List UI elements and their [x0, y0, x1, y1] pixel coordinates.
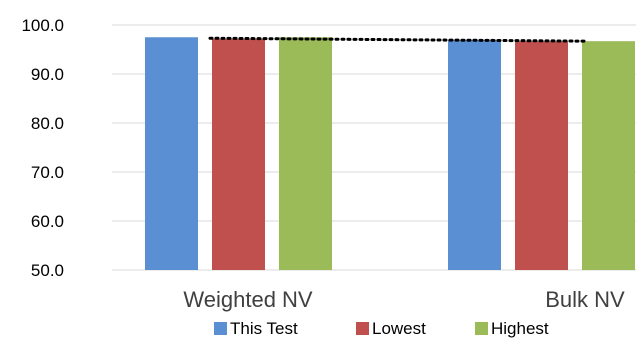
bar-this-test [145, 37, 198, 270]
y-tick-label: 70.0 [31, 163, 64, 182]
category-label: Bulk NV [545, 287, 625, 312]
legend-swatch [214, 322, 227, 335]
legend-label: Lowest [372, 319, 426, 338]
y-tick-label: 60.0 [31, 212, 64, 231]
y-axis-ticks: 50.0 60.0 70.0 80.0 90.0 100.0 [21, 16, 64, 280]
category-labels: Weighted NV Bulk NV [183, 287, 625, 312]
legend-item: Lowest [356, 319, 426, 338]
bar-highest [279, 37, 332, 270]
legend-swatch [475, 322, 488, 335]
y-tick-label: 90.0 [31, 65, 64, 84]
legend-item: Highest [475, 319, 549, 338]
bar-highest [582, 41, 635, 270]
bar-lowest [212, 38, 265, 270]
legend-label: Highest [491, 319, 549, 338]
legend-label: This Test [230, 319, 298, 338]
bar-lowest [515, 41, 568, 270]
legend-swatch [356, 322, 369, 335]
dotted-trend-line [208, 36, 588, 43]
y-tick-label: 100.0 [21, 16, 64, 35]
trend-line-group [208, 36, 588, 43]
bars [145, 37, 635, 271]
bar-this-test [448, 39, 501, 271]
y-tick-label: 80.0 [31, 114, 64, 133]
legend-item: This Test [214, 319, 298, 338]
category-label: Weighted NV [183, 287, 313, 312]
y-tick-label: 50.0 [31, 261, 64, 280]
legend: This Test Lowest Highest [214, 319, 549, 338]
